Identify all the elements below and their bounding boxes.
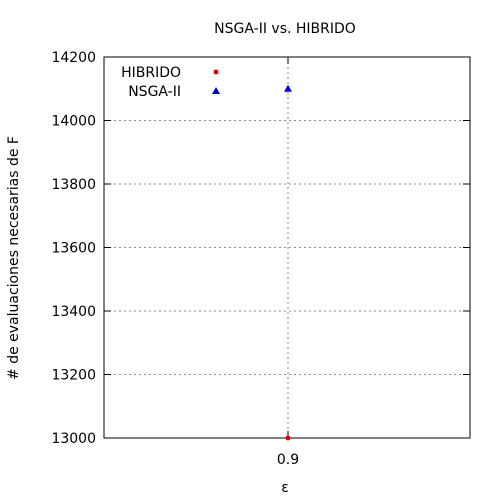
data-point-hibrido bbox=[285, 435, 291, 441]
y-tick-label: 14200 bbox=[51, 50, 96, 66]
chart-title: NSGA-II vs. HIBRIDO bbox=[214, 21, 356, 37]
y-tick-label: 13600 bbox=[51, 241, 96, 257]
x-axis-label: ε bbox=[281, 480, 289, 496]
grid bbox=[104, 57, 470, 438]
legend-marker-nsga-ii bbox=[212, 87, 220, 94]
y-axis-label: # de evaluaciones necesarias de F bbox=[6, 136, 22, 380]
y-tick-label: 13000 bbox=[51, 431, 96, 447]
tick-labels: 13000 13200 13400 13600 13800 14000 14200 0.9 bbox=[51, 50, 299, 468]
legend-label-hibrido: HIBRIDO bbox=[121, 65, 181, 81]
legend-label-nsga-ii: NSGA-II bbox=[128, 84, 181, 100]
legend: HIBRIDO NSGA-II bbox=[121, 65, 220, 100]
x-tick-label: 0.9 bbox=[277, 452, 299, 468]
y-tick-label: 14000 bbox=[51, 114, 96, 130]
y-tick-label: 13400 bbox=[51, 304, 96, 320]
data-points bbox=[284, 84, 292, 441]
y-tick-label: 13200 bbox=[51, 368, 96, 384]
y-tick-label: 13800 bbox=[51, 177, 96, 193]
data-point-nsga-ii bbox=[284, 84, 292, 92]
legend-marker-hibrido bbox=[213, 69, 219, 75]
